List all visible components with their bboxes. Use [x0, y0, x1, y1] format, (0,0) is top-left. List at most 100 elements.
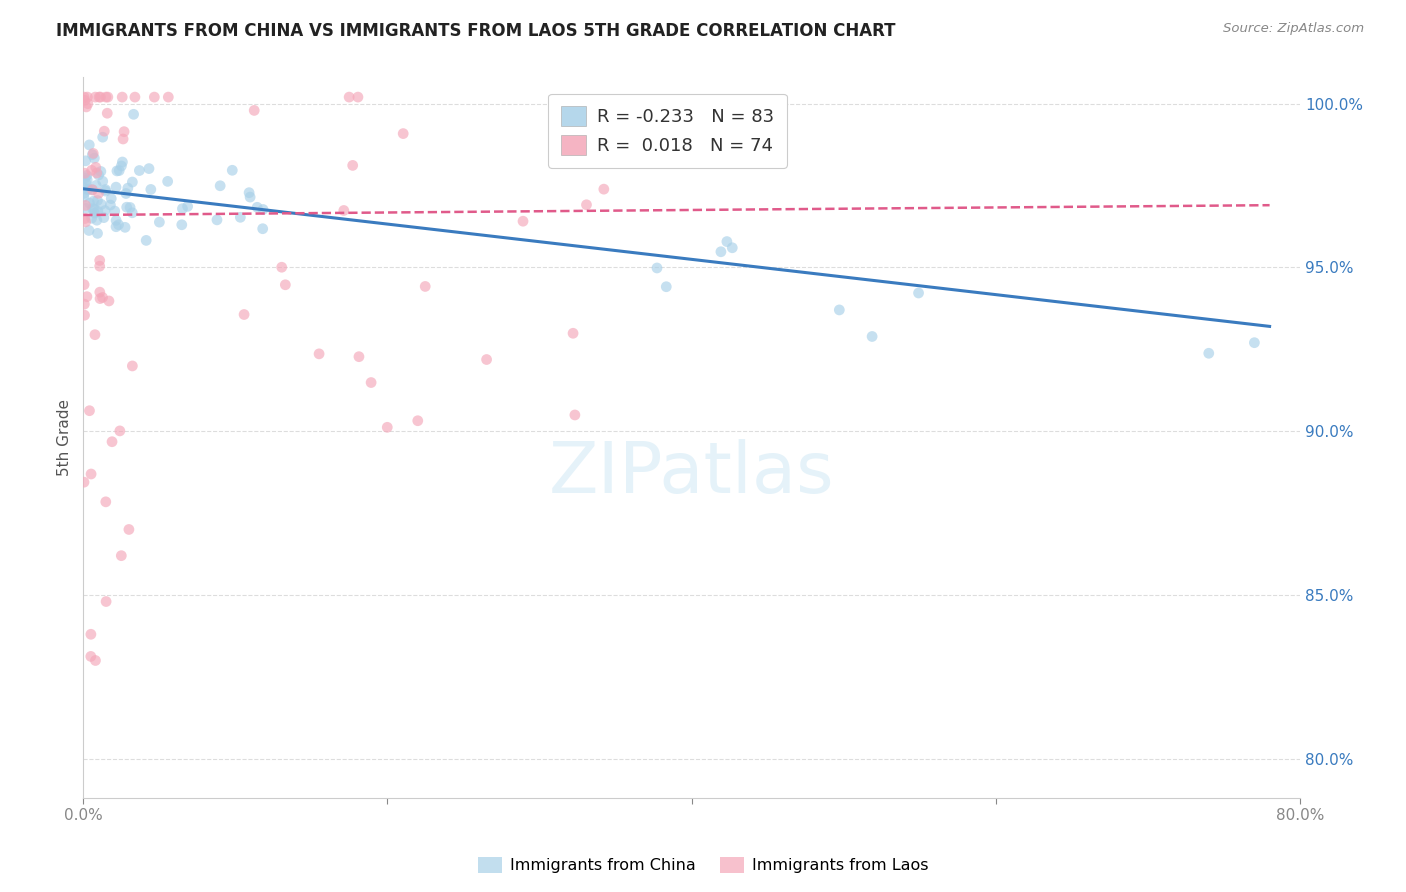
- Point: [176, 199, 198, 213]
- Point: [82, 202, 104, 216]
- Point: [86, 213, 108, 227]
- Point: [76, 290, 98, 304]
- Point: [91, 290, 114, 304]
- Point: [83, 151, 105, 165]
- Point: [360, 376, 382, 390]
- Point: [76, 169, 98, 183]
- Point: [80, 163, 103, 178]
- Point: [121, 359, 143, 373]
- Point: [592, 182, 614, 196]
- Point: [115, 200, 138, 214]
- Point: [82, 147, 104, 161]
- Point: [1243, 335, 1265, 350]
- Point: [94, 203, 117, 218]
- Point: [170, 218, 193, 232]
- Point: [72, 180, 94, 194]
- Point: [89, 285, 111, 300]
- Point: [111, 155, 134, 169]
- Point: [205, 212, 228, 227]
- Point: [270, 260, 292, 275]
- Point: [89, 90, 111, 104]
- Point: [84, 327, 107, 342]
- Legend: R = -0.233   N = 83, R =  0.018   N = 74: R = -0.233 N = 83, R = 0.018 N = 74: [548, 94, 786, 168]
- Point: [229, 211, 252, 225]
- Point: [73, 166, 96, 180]
- Point: [100, 198, 122, 212]
- Point: [108, 424, 131, 438]
- Point: [73, 94, 96, 108]
- Point: [117, 181, 139, 195]
- Point: [75, 153, 97, 168]
- Point: [75, 171, 97, 186]
- Point: [475, 352, 498, 367]
- Point: [564, 408, 586, 422]
- Point: [148, 215, 170, 229]
- Point: [112, 125, 135, 139]
- Point: [574, 155, 596, 169]
- Point: [83, 202, 105, 216]
- Point: [79, 196, 101, 211]
- Point: [94, 90, 117, 104]
- Point: [143, 90, 166, 104]
- Point: [392, 127, 415, 141]
- Point: [73, 186, 96, 201]
- Point: [73, 90, 96, 104]
- Point: [76, 183, 98, 197]
- Point: [645, 260, 668, 275]
- Point: [87, 168, 110, 182]
- Point: [89, 292, 111, 306]
- Point: [87, 186, 110, 201]
- Point: [76, 96, 98, 111]
- Point: [238, 186, 260, 200]
- Point: [406, 414, 429, 428]
- Point: [413, 279, 436, 293]
- Point: [121, 175, 143, 189]
- Point: [157, 90, 180, 104]
- Point: [86, 166, 108, 180]
- Point: [347, 90, 370, 104]
- Point: [75, 198, 97, 212]
- Point: [239, 190, 262, 204]
- Point: [105, 180, 128, 194]
- Point: [233, 308, 256, 322]
- Point: [716, 235, 738, 249]
- Point: [76, 90, 98, 104]
- Point: [512, 214, 534, 228]
- Point: [115, 186, 138, 201]
- Point: [107, 218, 129, 232]
- Point: [73, 211, 96, 226]
- Point: [80, 467, 103, 481]
- Point: [94, 182, 117, 196]
- Point: [110, 159, 132, 173]
- Point: [342, 158, 364, 172]
- Point: [721, 241, 744, 255]
- Point: [114, 220, 136, 235]
- Point: [111, 90, 134, 104]
- Point: [710, 244, 733, 259]
- Point: [907, 285, 929, 300]
- Point: [87, 90, 110, 104]
- Point: [97, 293, 120, 308]
- Point: [73, 277, 96, 292]
- Point: [209, 178, 232, 193]
- Point: [86, 194, 108, 208]
- Point: [73, 475, 96, 490]
- Point: [89, 253, 111, 268]
- Point: [73, 297, 96, 311]
- Point: [87, 204, 110, 219]
- Point: [243, 103, 266, 118]
- Point: [96, 106, 118, 120]
- Point: [308, 347, 330, 361]
- Point: [94, 594, 117, 608]
- Point: [80, 627, 103, 641]
- Point: [97, 90, 120, 104]
- Point: [76, 173, 98, 187]
- Point: [108, 163, 131, 178]
- Point: [83, 206, 105, 220]
- Point: [139, 182, 162, 196]
- Point: [105, 164, 128, 178]
- Point: [90, 197, 112, 211]
- Point: [84, 653, 107, 667]
- Point: [104, 204, 127, 219]
- Point: [112, 132, 135, 146]
